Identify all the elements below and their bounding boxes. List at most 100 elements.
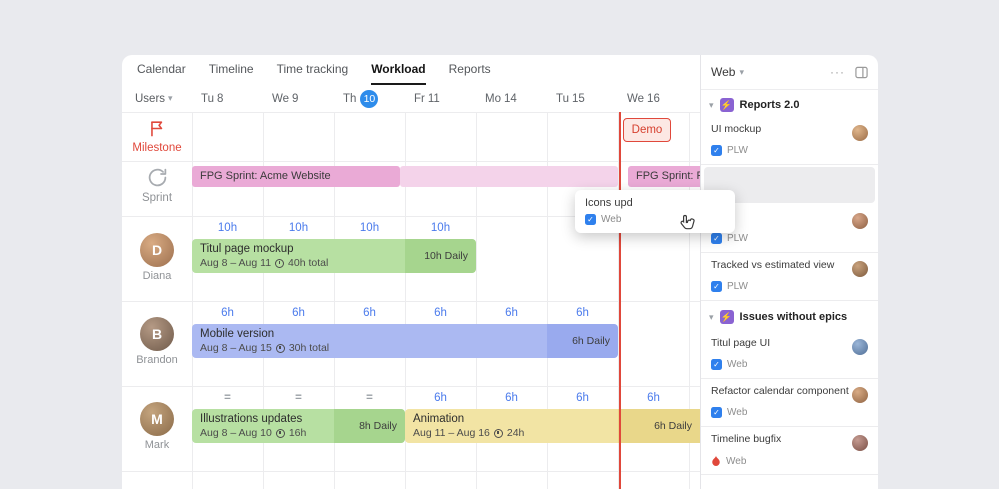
avatar xyxy=(852,213,868,229)
day-header-th10-today[interactable]: Th 10 xyxy=(334,85,405,112)
check-icon: ✓ xyxy=(711,281,722,292)
avatar: D xyxy=(140,233,174,267)
grid-line xyxy=(334,112,335,489)
epic-icon: ⚡ xyxy=(719,310,734,324)
card-timeline-bugfix[interactable]: Timeline bugfix Web xyxy=(701,427,878,475)
section-reports-2-0[interactable]: ▾ ⚡ Reports 2.0 xyxy=(709,98,800,112)
task-bar-illustrations-updates[interactable]: Illustrations updates Aug 8 – Aug 10 16h… xyxy=(192,409,405,443)
user-name: Mark xyxy=(144,439,170,451)
card-dragged-empty[interactable]: ✓ PLW xyxy=(701,205,878,253)
milestone-legend: Milestone xyxy=(122,119,192,154)
grid-line xyxy=(122,216,700,217)
card-refactor-calendar-component[interactable]: Refactor calendar component ✓ Web xyxy=(701,379,878,427)
day-header-we16[interactable]: We 16 xyxy=(627,92,660,105)
hours-cell: 6h xyxy=(434,392,447,404)
user-mark: M Mark xyxy=(122,402,192,451)
user-name: Brandon xyxy=(136,354,178,366)
task-bar-animation[interactable]: Animation Aug 11 – Aug 16 24h 6h Daily xyxy=(405,409,700,443)
tab-reports[interactable]: Reports xyxy=(448,62,491,76)
grid-line xyxy=(122,301,700,302)
day-header-fr11[interactable]: Fr 11 xyxy=(414,92,440,105)
panel-title-dropdown[interactable]: Web xyxy=(711,65,736,79)
hours-cell: 10h xyxy=(359,222,380,234)
avatar xyxy=(852,435,868,451)
avatar xyxy=(852,261,868,277)
milestone-label: Milestone xyxy=(132,142,182,154)
task-title: Titul page mockup xyxy=(200,243,294,255)
sprint-bar-acme-website[interactable]: FPG Sprint: Acme Website xyxy=(192,166,400,187)
tab-calendar[interactable]: Calendar xyxy=(137,62,186,76)
day-header: Users ▾ Tu 8 We 9 Th 10 Fr 11 Mo 14 Tu 15 We 16 xyxy=(122,85,700,112)
grid-line xyxy=(405,112,406,489)
clock-icon xyxy=(275,259,285,268)
milestone-demo-badge[interactable]: Demo xyxy=(623,118,671,142)
task-title: Illustrations updates xyxy=(200,413,303,425)
card-ui-mockup[interactable]: UI mockup ✓ PLW xyxy=(701,117,878,165)
flame-icon xyxy=(712,455,720,466)
card-tracked-vs-estimated-view[interactable]: Tracked vs estimated view ✓ PLW xyxy=(701,253,878,301)
day-header-mo14[interactable]: Mo 14 xyxy=(485,92,517,105)
card-titul-page-ui[interactable]: Titul page UI ✓ Web xyxy=(701,331,878,379)
workload-board: Calendar Timeline Time tracking Workload… xyxy=(122,55,700,489)
drag-tooltip-tag: ✓ Web xyxy=(585,214,725,225)
chevron-down-icon: ▾ xyxy=(168,93,173,103)
grid-line xyxy=(192,112,193,489)
tab-timeline[interactable]: Timeline xyxy=(208,62,254,76)
check-icon: ✓ xyxy=(711,407,722,418)
clock-icon xyxy=(275,344,285,353)
hours-cell: 10h xyxy=(430,222,451,234)
check-icon: ✓ xyxy=(711,145,722,156)
task-bar-titul-page-mockup[interactable]: Titul page mockup Aug 8 – Aug 11 40h tot… xyxy=(192,239,476,273)
panel-layout-icon[interactable] xyxy=(855,66,868,79)
avatar: B xyxy=(140,317,174,351)
card-tag: ✓ PLW xyxy=(711,233,748,244)
chevron-down-icon: ▾ xyxy=(739,66,744,77)
task-title: Mobile version xyxy=(200,328,275,340)
epic-icon: ⚡ xyxy=(719,98,734,112)
day-header-tu8[interactable]: Tu 8 xyxy=(201,92,224,105)
day-header-tu15[interactable]: Tu 15 xyxy=(556,92,585,105)
tab-time-tracking[interactable]: Time tracking xyxy=(276,62,349,76)
task-daily-cap: 10h Daily xyxy=(405,239,476,273)
drag-tooltip: Icons upd ✓ Web xyxy=(575,190,735,233)
task-daily-cap: 6h Daily xyxy=(547,324,618,358)
user-name: Diana xyxy=(142,270,172,282)
hours-cell: 6h xyxy=(505,307,518,319)
chevron-down-icon: ▾ xyxy=(709,99,714,110)
hours-cell: 6h xyxy=(434,307,447,319)
grid-line xyxy=(547,112,548,489)
tab-workload[interactable]: Workload xyxy=(371,55,426,85)
task-meta: Aug 11 – Aug 16 24h xyxy=(413,427,525,439)
day-header-we9[interactable]: We 9 xyxy=(272,92,299,105)
hours-cell: 6h xyxy=(576,392,589,404)
user-diana: D Diana xyxy=(122,233,192,282)
backlog-panel: Web ▾ ··· ▾ ⚡ Reports 2.0 UI mockup ✓ PL… xyxy=(700,55,878,489)
hours-cell: 10h xyxy=(217,222,238,234)
sprint-bar-re[interactable]: FPG Sprint: Re xyxy=(628,166,700,187)
check-icon: ✓ xyxy=(711,233,722,244)
more-options-button[interactable]: ··· xyxy=(830,65,845,79)
grid-line xyxy=(122,112,700,113)
users-dropdown[interactable]: Users ▾ xyxy=(122,85,192,112)
grid-line xyxy=(689,112,690,489)
section-issues-without-epics[interactable]: ▾ ⚡ Issues without epics xyxy=(709,310,848,324)
panel-header: Web ▾ ··· xyxy=(701,55,878,90)
task-daily-cap: 6h Daily xyxy=(618,409,700,443)
task-bar-mobile-version[interactable]: Mobile version Aug 8 – Aug 15 30h total … xyxy=(192,324,618,358)
hours-cell: = xyxy=(295,392,302,404)
drag-tooltip-title: Icons upd xyxy=(585,197,633,209)
card-tag: ✓ PLW xyxy=(711,145,748,156)
sprint-bar-acme-extension[interactable] xyxy=(400,166,618,187)
avatar xyxy=(852,387,868,403)
task-meta: Aug 8 – Aug 15 30h total xyxy=(200,342,330,354)
task-meta: Aug 8 – Aug 11 40h total xyxy=(200,257,329,269)
current-day-line xyxy=(619,112,621,489)
hours-cell: 6h xyxy=(576,307,589,319)
card-tag: ✓ PLW xyxy=(711,281,748,292)
grid-line xyxy=(618,112,619,489)
avatar xyxy=(852,125,868,141)
hours-cell: 6h xyxy=(647,392,660,404)
hours-cell: = xyxy=(224,392,231,404)
grid-line xyxy=(122,386,700,387)
grid-line xyxy=(263,112,264,489)
